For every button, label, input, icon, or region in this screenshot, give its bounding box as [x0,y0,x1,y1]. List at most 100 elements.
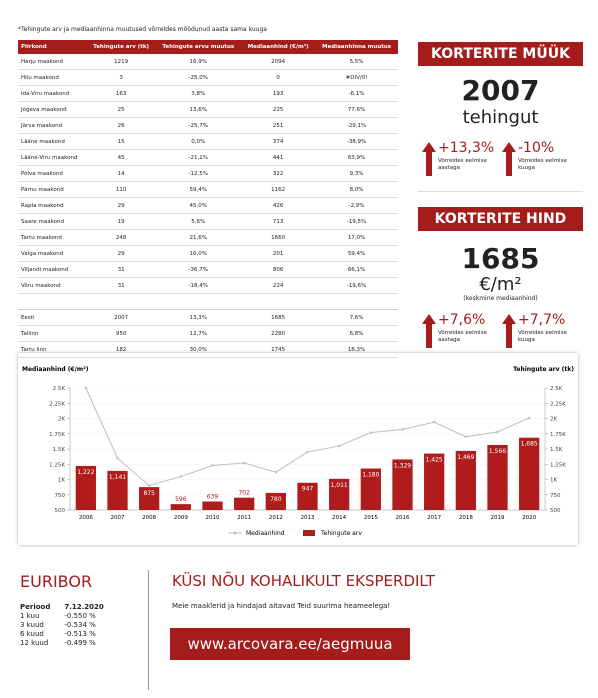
cell: 26 [86,117,156,134]
tick-label: 2.25K [49,401,65,407]
cell: 13,3% [155,309,242,326]
cell: 806 [241,261,316,278]
cell: -38,9% [315,133,398,150]
cell: Harju maakond [18,54,87,70]
row: Tartu linn 182 30,0% 1745 18,3% [18,341,398,358]
header-cell: Periood [20,603,51,611]
cell: 45 [86,149,156,166]
x-tick-label: 2017 [427,515,441,521]
cell: Hiiu maakond [18,69,87,86]
cell: -36,7% [155,261,242,278]
cell: 3 kuud [20,621,44,629]
line-point [306,450,309,454]
cell: 110 [86,181,156,198]
cell: 6 kuud [20,630,44,638]
cell: 1660 [241,229,316,246]
tick-label: 1.25K [550,462,566,468]
row: Lääne maakond 15 0,0% 374 -38,9% [18,133,398,150]
tick-label: 1.75K [550,432,566,438]
cell: 14 [86,165,156,182]
cell: 16,0% [155,245,242,262]
cell: -25,0% [155,69,242,86]
cell: Rapla maakond [18,197,87,214]
change-label: Võrreldes eelmise kuuga [518,330,567,343]
cell: 17,0% [315,229,398,246]
x-tick-label: 2009 [174,515,188,521]
row: Eesti 2007 13,3% 1685 7,6% [18,309,398,326]
tick-label: 1.75K [49,432,65,438]
cell: 31 [86,277,156,294]
cell: 6,8% [315,325,398,342]
cell: 3 [86,69,156,86]
line-point [242,461,246,465]
row: Põlva maakond 14 -12,5% 322 9,3% [18,165,398,182]
cell: 3,8% [155,85,242,102]
header-row: Piirkond Tehingute arv (tk) Tehingute arvu… [18,40,398,54]
cell: 15 [86,133,156,150]
cell: 1219 [86,54,156,70]
cell: 1685 [241,309,316,326]
cell: 0 [241,69,316,86]
cell: 163 [86,85,156,102]
subtitle: (keskmine mediaanhind) [463,295,538,302]
header-cell: Mediaanhind (€/m²) [241,40,316,54]
data-label: 1,685 [521,441,538,448]
data-label: 1,222 [77,469,94,476]
cell: Lääne-Viru maakond [18,149,87,166]
link-button[interactable]: www.arcovara.ee/aegmuua [170,628,410,660]
region-table: Piirkond Tehingute arv (tk) Tehingute arvu… [18,40,398,358]
cell: -0.513 % [64,630,96,638]
row: Jõgeva maakond 25 13,6% 225 77,6% [18,101,398,118]
cell: Valga maakond [18,245,87,262]
x-tick-label: 2011 [237,515,251,521]
cell: -19,5% [315,213,398,230]
cell: Lääne maakond [18,133,87,150]
cell: 322 [241,165,316,182]
cell: 77,6% [315,101,398,118]
cell: 224 [241,277,316,294]
line-point [337,444,341,448]
cell: -18,4% [155,277,242,294]
cell: 18,3% [315,341,398,358]
legend-label: Mediaanhind [246,530,285,537]
x-tick-label: 2016 [396,515,410,521]
tick-label: 750 [55,493,66,499]
big-number: 2007 [461,74,540,107]
header-cell: 7.12.2020 [64,603,104,611]
tick-label: 2.5K [550,386,563,392]
cell: 25 [86,101,156,118]
row: Saare maakond 19 5,6% 713 -19,5% [18,213,398,230]
bar [202,501,223,510]
cell: 31 [86,261,156,278]
bar [424,453,445,510]
big-number: 1685 [461,242,540,275]
data-label: 1,566 [489,448,506,455]
row: Tallinn 950 12,7% 2280 6,8% [18,325,398,342]
cell: 713 [241,213,316,230]
line-point [464,435,468,438]
cell: -19,6% [315,277,398,294]
cell: 21,6% [155,229,242,246]
cell: 12 kuud [20,639,49,647]
change-value: -10% [518,140,555,156]
x-tick-label: 2013 [301,515,315,521]
bar [139,487,160,510]
panel-title: KORTERITE HIND [418,207,583,231]
line-point [211,464,214,467]
cell: 63,9% [315,149,398,166]
cell: 8,0% [315,181,398,198]
cell: 1745 [241,341,316,358]
x-tick-label: 2019 [491,515,505,521]
cell: 248 [86,229,156,246]
row: 12 kuud -0.499 % [20,639,118,648]
change-label: Võrreldes eelmise aastaga [438,158,487,171]
x-tick-label: 2015 [364,515,378,521]
tick-label: 500 [55,508,66,514]
arrow [422,142,436,176]
cell: -21,1% [155,149,242,166]
cell: Võru maakond [18,277,87,294]
cell: 374 [241,133,316,150]
divider [148,570,149,690]
x-tick-label: 2012 [269,515,283,521]
